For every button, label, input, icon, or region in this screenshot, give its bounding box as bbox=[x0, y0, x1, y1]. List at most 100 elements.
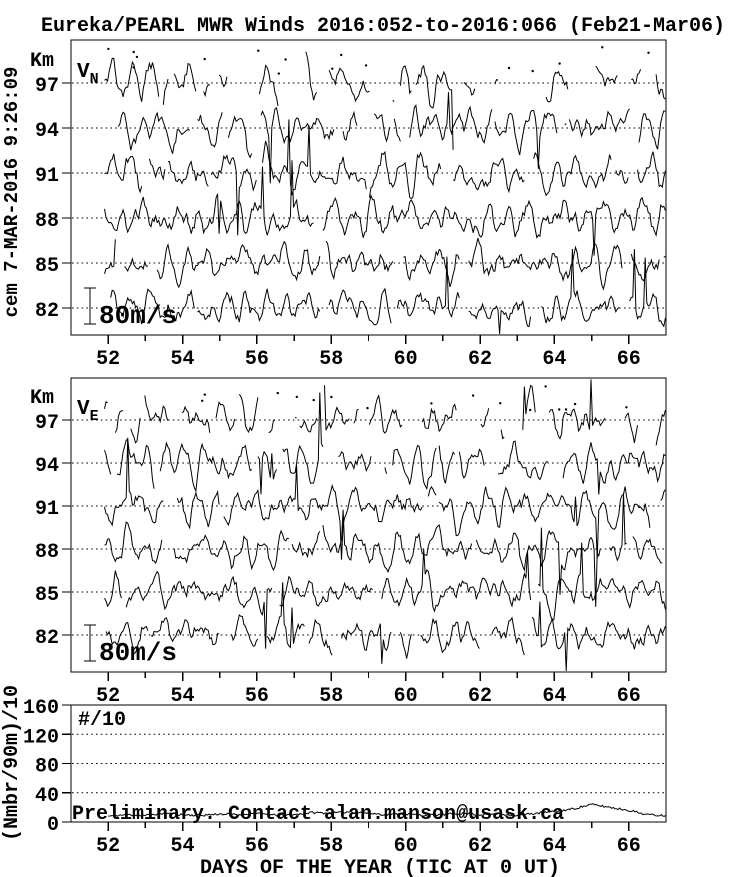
sporadic-echo-dot bbox=[573, 402, 577, 406]
y-tick-label: 97 bbox=[35, 75, 59, 98]
y-tick-label: 85 bbox=[35, 255, 59, 278]
y-tick-label: 91 bbox=[35, 498, 59, 521]
x-tick-label: 60 bbox=[394, 348, 418, 371]
wind-vn-axes: 52 54 56 58 60 62 64 66 bbox=[70, 39, 667, 371]
sporadic-echo-dot bbox=[331, 67, 334, 70]
count-tick-label: 120 bbox=[23, 726, 59, 749]
sporadic-echo-dot bbox=[471, 394, 475, 397]
wind-trace-ve-97km bbox=[104, 379, 666, 446]
y-tick-label: 82 bbox=[35, 300, 59, 323]
count-axis-label: (Nmbr/90m)/10 bbox=[1, 685, 24, 841]
wind-trace-vn-91km bbox=[104, 119, 666, 236]
wind-trace-vn-85km bbox=[104, 237, 666, 291]
sporadic-echo-dot bbox=[203, 393, 206, 396]
y-unit-label-ve: Km bbox=[30, 387, 54, 410]
y-tick-label: 94 bbox=[35, 455, 59, 478]
sporadic-echo-dot bbox=[132, 66, 135, 69]
vn-series-label-sub: N bbox=[90, 71, 99, 88]
sporadic-echo-dot bbox=[544, 385, 547, 388]
y-tick-label: 91 bbox=[35, 165, 59, 188]
plot-panels-layer: 97 94 91 88 85 82 52 54 56 58 60 62 64 66 97 94 91 88 85 82… bbox=[23, 39, 667, 858]
scale-bar-label-ve: 80m/s bbox=[99, 638, 177, 668]
y-tick-label: 82 bbox=[35, 627, 59, 650]
sporadic-echo-dot bbox=[135, 55, 139, 59]
wind-panel-vn: 97 94 91 88 85 82 bbox=[35, 46, 666, 335]
scale-bar-label-vn: 80m/s bbox=[99, 301, 177, 331]
sporadic-echo-dot bbox=[558, 408, 561, 411]
wind-ve-axes: 52 54 56 58 60 62 64 66 bbox=[70, 377, 667, 708]
wind-trace-ve-91km bbox=[104, 437, 666, 560]
wind-trace-ve-94km bbox=[104, 392, 666, 495]
sporadic-echo-dot bbox=[529, 408, 532, 412]
x-tick-label: 60 bbox=[394, 685, 418, 708]
y-tick-label: 88 bbox=[35, 210, 59, 233]
x-tick-label: 56 bbox=[245, 348, 269, 371]
x-tick-label: 52 bbox=[96, 685, 120, 708]
creation-timestamp: cem 7-MAR-2016 9:26:09 bbox=[1, 67, 23, 318]
vn-series-label-main: V bbox=[77, 61, 90, 84]
ve-series-label-main: V bbox=[77, 398, 90, 421]
count-tick-label: 40 bbox=[35, 785, 59, 808]
count-unit-label: #/10 bbox=[78, 709, 126, 732]
sporadic-echo-dot bbox=[507, 66, 511, 70]
x-tick-label: 64 bbox=[542, 348, 566, 371]
sporadic-echo-dot bbox=[277, 72, 280, 75]
vn-series-label: VN bbox=[77, 61, 99, 88]
x-tick-label: 64 bbox=[542, 835, 566, 858]
count-tick-label: 0 bbox=[47, 814, 59, 837]
ve-series-label-sub: E bbox=[90, 408, 99, 425]
sporadic-echo-dot bbox=[647, 51, 650, 54]
scale-bar-vn bbox=[84, 287, 96, 325]
sporadic-echo-dot bbox=[364, 64, 368, 67]
y-tick-label: 85 bbox=[35, 584, 59, 607]
x-tick-label: 56 bbox=[245, 685, 269, 708]
x-tick-label: 66 bbox=[617, 685, 641, 708]
sporadic-echo-dot bbox=[430, 402, 433, 405]
preliminary-watermark: Preliminary. Contact alan.manson@usask.c… bbox=[72, 803, 564, 826]
count-panel: 160 120 80 40 0 bbox=[23, 697, 667, 837]
wind-trace-vn-94km bbox=[117, 92, 666, 184]
x-tick-label: 54 bbox=[171, 685, 195, 708]
sporadic-echo-dot bbox=[276, 391, 279, 395]
sporadic-echo-dot bbox=[601, 46, 604, 49]
y-tick-label: 94 bbox=[35, 120, 59, 143]
sporadic-echo-dot bbox=[201, 399, 204, 402]
sporadic-echo-dot bbox=[203, 57, 206, 61]
x-tick-label: 58 bbox=[319, 685, 343, 708]
sporadic-echo-dot bbox=[366, 406, 369, 410]
figure-title: Eureka/PEARL MWR Winds 2016:052-to-2016:… bbox=[41, 15, 725, 38]
wind-panel-ve: 97 94 91 88 85 82 bbox=[35, 379, 666, 672]
y-tick-label: 88 bbox=[35, 541, 59, 564]
sporadic-echo-dot bbox=[499, 402, 502, 405]
x-tick-label: 56 bbox=[245, 835, 269, 858]
wind-trace-ve-82km bbox=[105, 582, 666, 672]
x-tick-label: 54 bbox=[171, 348, 195, 371]
sporadic-echo-dot bbox=[558, 62, 561, 65]
count-axes: 52 54 56 58 60 62 64 66 bbox=[70, 704, 667, 858]
count-tick-label: 80 bbox=[35, 756, 59, 779]
x-tick-label: 52 bbox=[96, 835, 120, 858]
x-tick-label: 64 bbox=[542, 685, 566, 708]
x-tick-label: 62 bbox=[468, 685, 492, 708]
y-unit-label-vn: Km bbox=[30, 50, 54, 73]
x-tick-label: 54 bbox=[171, 835, 195, 858]
sporadic-echo-dot bbox=[330, 395, 333, 399]
sporadic-echo-dot bbox=[312, 398, 315, 402]
wind-trace-vn-88km bbox=[104, 160, 666, 256]
sporadic-echo-dot bbox=[564, 408, 568, 411]
ve-series-label: VE bbox=[77, 398, 99, 425]
wind-trace-vn-82km bbox=[110, 248, 666, 335]
wind-trace-vn-97km bbox=[104, 51, 666, 150]
x-axis-title: DAYS OF THE YEAR (TIC AT 0 UT) bbox=[200, 857, 560, 877]
y-tick-label: 97 bbox=[35, 412, 59, 435]
x-tick-label: 62 bbox=[468, 835, 492, 858]
sporadic-echo-dot bbox=[625, 406, 628, 409]
x-tick-label: 66 bbox=[617, 835, 641, 858]
x-tick-label: 66 bbox=[617, 348, 641, 371]
count-rate-trace bbox=[108, 803, 667, 818]
scale-bar-ve bbox=[84, 624, 96, 662]
sporadic-echo-dot bbox=[257, 49, 260, 52]
wind-trace-ve-85km bbox=[104, 527, 666, 649]
